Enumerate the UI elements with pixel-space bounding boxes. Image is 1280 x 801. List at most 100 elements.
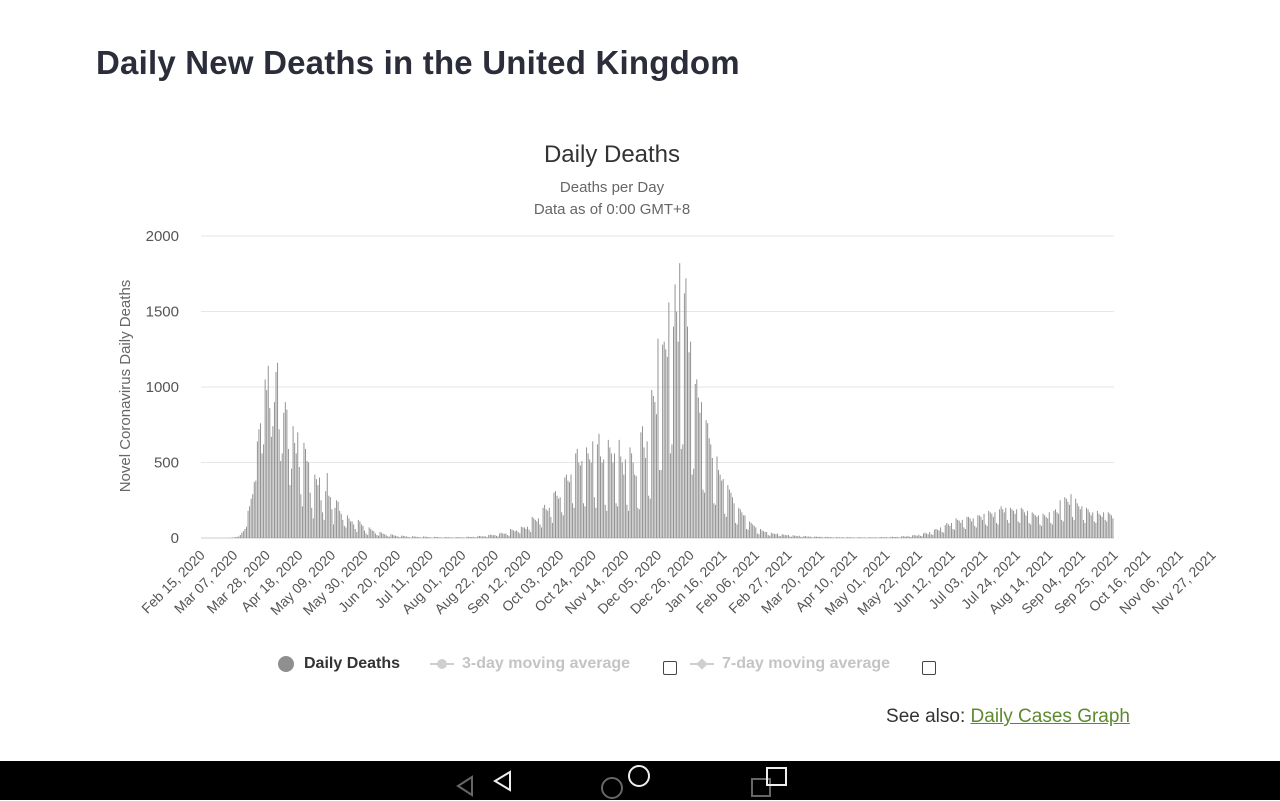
bar [1086, 508, 1087, 538]
bar [359, 521, 360, 538]
bar [783, 535, 784, 538]
legend-item-daily-deaths[interactable]: Daily Deaths [278, 655, 400, 673]
bar [881, 537, 882, 538]
bar [307, 461, 308, 538]
bar [459, 537, 460, 538]
bar [735, 523, 736, 538]
bar [623, 475, 624, 538]
bar [861, 537, 862, 538]
bar [598, 434, 599, 538]
bar [403, 536, 404, 538]
bar [752, 524, 753, 538]
bar [654, 402, 655, 538]
bar [592, 441, 593, 538]
bar [268, 366, 269, 538]
bar [498, 536, 499, 538]
bar [580, 466, 581, 538]
bar [527, 527, 528, 538]
bar [290, 485, 291, 538]
bar [698, 398, 699, 538]
daily-cases-graph-link[interactable]: Daily Cases Graph [971, 706, 1130, 727]
legend-item-7-day-average[interactable]: 7-day moving average [690, 655, 890, 673]
bar [331, 509, 332, 538]
bar [314, 475, 315, 538]
bar [675, 284, 676, 538]
bar [524, 527, 525, 538]
bar [977, 515, 978, 538]
bar [980, 517, 981, 538]
bar [808, 537, 809, 538]
bar [291, 469, 292, 538]
bar [408, 537, 409, 538]
bar [244, 529, 245, 538]
home-circle-icon[interactable] [595, 764, 655, 800]
bar [544, 505, 545, 538]
bar [369, 527, 370, 538]
bar [321, 500, 322, 538]
bar [869, 537, 870, 538]
bar [400, 537, 401, 538]
bar [494, 535, 495, 538]
bar [342, 520, 343, 538]
bar [362, 526, 363, 538]
bar [428, 537, 429, 538]
bar [1024, 512, 1025, 538]
bar [532, 517, 533, 538]
bar [667, 357, 668, 538]
bar [925, 533, 926, 538]
bar [355, 529, 356, 538]
bar [330, 497, 331, 538]
checkbox-7-day-average[interactable] [922, 661, 936, 675]
bar [720, 475, 721, 538]
bar [1015, 514, 1016, 538]
bar [1057, 512, 1058, 538]
bar [737, 524, 738, 538]
legend-item-3-day-average[interactable]: 3-day moving average [430, 655, 630, 673]
bar [744, 515, 745, 538]
bar [685, 278, 686, 538]
bar [491, 535, 492, 538]
bar [748, 530, 749, 538]
bar [563, 515, 564, 538]
bar [1061, 520, 1062, 538]
bar [762, 530, 763, 538]
bar [1004, 512, 1005, 538]
bar [296, 453, 297, 538]
bar [603, 459, 604, 538]
bar [842, 537, 843, 538]
bar [954, 530, 955, 538]
bar [886, 537, 887, 538]
bar [435, 537, 436, 538]
bar [662, 345, 663, 538]
bar [645, 458, 646, 538]
bar [926, 533, 927, 538]
bar [630, 447, 631, 538]
bar [1005, 508, 1006, 538]
checkbox-3-day-average[interactable] [663, 661, 677, 675]
bar [791, 537, 792, 538]
bar [639, 509, 640, 538]
bar [681, 449, 682, 538]
bar [539, 524, 540, 538]
bar [984, 514, 985, 538]
bar [508, 536, 509, 538]
bar [931, 534, 932, 538]
bar [1036, 517, 1037, 538]
bar [606, 511, 607, 538]
y-tick-label: 0 [171, 530, 179, 547]
bar [940, 527, 941, 538]
bar [1016, 509, 1017, 538]
y-tick-label: 2000 [146, 228, 179, 245]
recent-apps-square-icon[interactable] [748, 765, 792, 799]
bar [805, 536, 806, 538]
bar [779, 536, 780, 538]
back-triangle-icon[interactable] [450, 769, 520, 801]
bar [712, 458, 713, 538]
bar [577, 449, 578, 538]
bar [564, 478, 565, 538]
bar [1010, 508, 1011, 538]
bar [471, 537, 472, 538]
bar [853, 537, 854, 538]
bar [625, 459, 626, 538]
